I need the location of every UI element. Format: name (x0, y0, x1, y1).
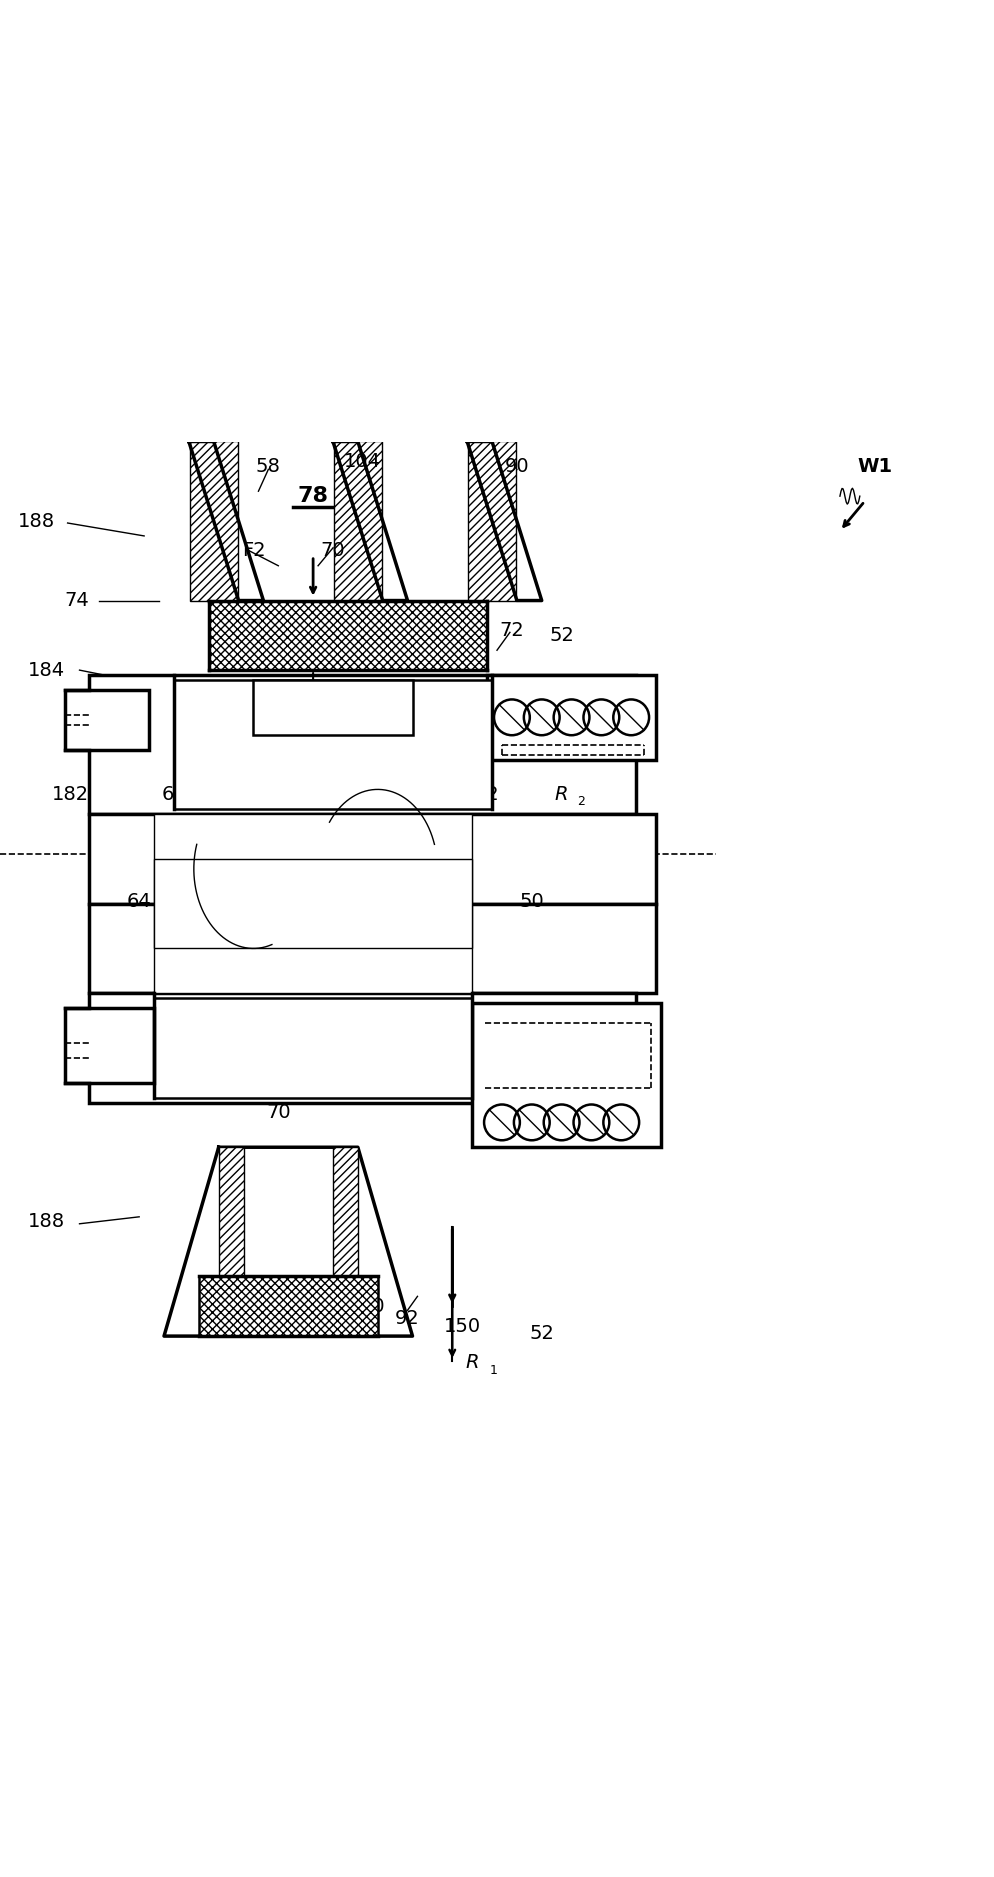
Text: 60: 60 (192, 892, 216, 910)
Bar (89, 993, 636, 1102)
Bar (174, 679, 492, 809)
Text: 182: 182 (53, 785, 89, 803)
Text: B: B (356, 832, 370, 850)
Text: G: G (424, 892, 440, 910)
Text: 70: 70 (266, 1104, 290, 1122)
Text: 52: 52 (549, 625, 575, 646)
Text: F2: F2 (242, 541, 265, 561)
Bar (89, 815, 656, 903)
Text: R: R (555, 785, 569, 803)
Bar (253, 679, 413, 734)
Bar (487, 676, 656, 760)
Bar (65, 691, 149, 749)
Bar (89, 993, 636, 1102)
Bar (89, 903, 656, 993)
Text: 92: 92 (396, 1308, 419, 1327)
Bar (468, 441, 516, 601)
Bar (472, 1002, 661, 1147)
Text: R: R (465, 1353, 479, 1372)
Bar (154, 903, 472, 993)
Bar (154, 860, 472, 948)
Text: 74: 74 (65, 591, 89, 610)
Text: 52: 52 (529, 1323, 555, 1342)
Text: 90: 90 (361, 1297, 385, 1316)
Text: 58: 58 (255, 456, 281, 477)
Bar (472, 1002, 661, 1147)
Polygon shape (164, 1147, 413, 1336)
Bar (154, 815, 472, 903)
Text: 90: 90 (505, 456, 529, 477)
Text: 188: 188 (18, 512, 55, 531)
Text: F1: F1 (415, 785, 439, 803)
Bar (219, 1147, 244, 1336)
Bar (65, 1008, 154, 1083)
Bar (333, 1147, 358, 1336)
Text: 70: 70 (321, 541, 345, 561)
Bar (89, 815, 656, 903)
Text: 1: 1 (490, 1365, 498, 1378)
Text: 184: 184 (28, 661, 65, 679)
Text: 78: 78 (65, 1053, 89, 1072)
Polygon shape (333, 441, 408, 601)
Text: 1: 1 (304, 702, 312, 715)
Text: 150: 150 (443, 1316, 481, 1336)
Text: 64: 64 (127, 892, 151, 910)
Text: X: X (316, 892, 330, 910)
Bar (487, 676, 656, 760)
Text: W1: W1 (857, 456, 893, 477)
Polygon shape (189, 441, 263, 601)
Bar (190, 441, 238, 601)
Text: 50: 50 (520, 892, 544, 910)
Text: 104: 104 (344, 452, 382, 471)
Text: 78: 78 (297, 486, 329, 507)
Text: 62: 62 (162, 785, 186, 803)
Text: 188: 188 (28, 1213, 65, 1231)
Bar (334, 441, 382, 601)
Bar (209, 601, 487, 670)
Bar (89, 676, 636, 815)
Text: 2: 2 (578, 794, 585, 807)
Text: B: B (207, 832, 221, 850)
Bar (199, 1276, 378, 1336)
Text: 72: 72 (500, 621, 524, 640)
Bar (154, 999, 472, 1098)
Bar (89, 676, 636, 815)
Text: 92: 92 (475, 785, 499, 803)
Bar (89, 903, 656, 993)
Polygon shape (467, 441, 542, 601)
Text: R: R (281, 693, 295, 711)
